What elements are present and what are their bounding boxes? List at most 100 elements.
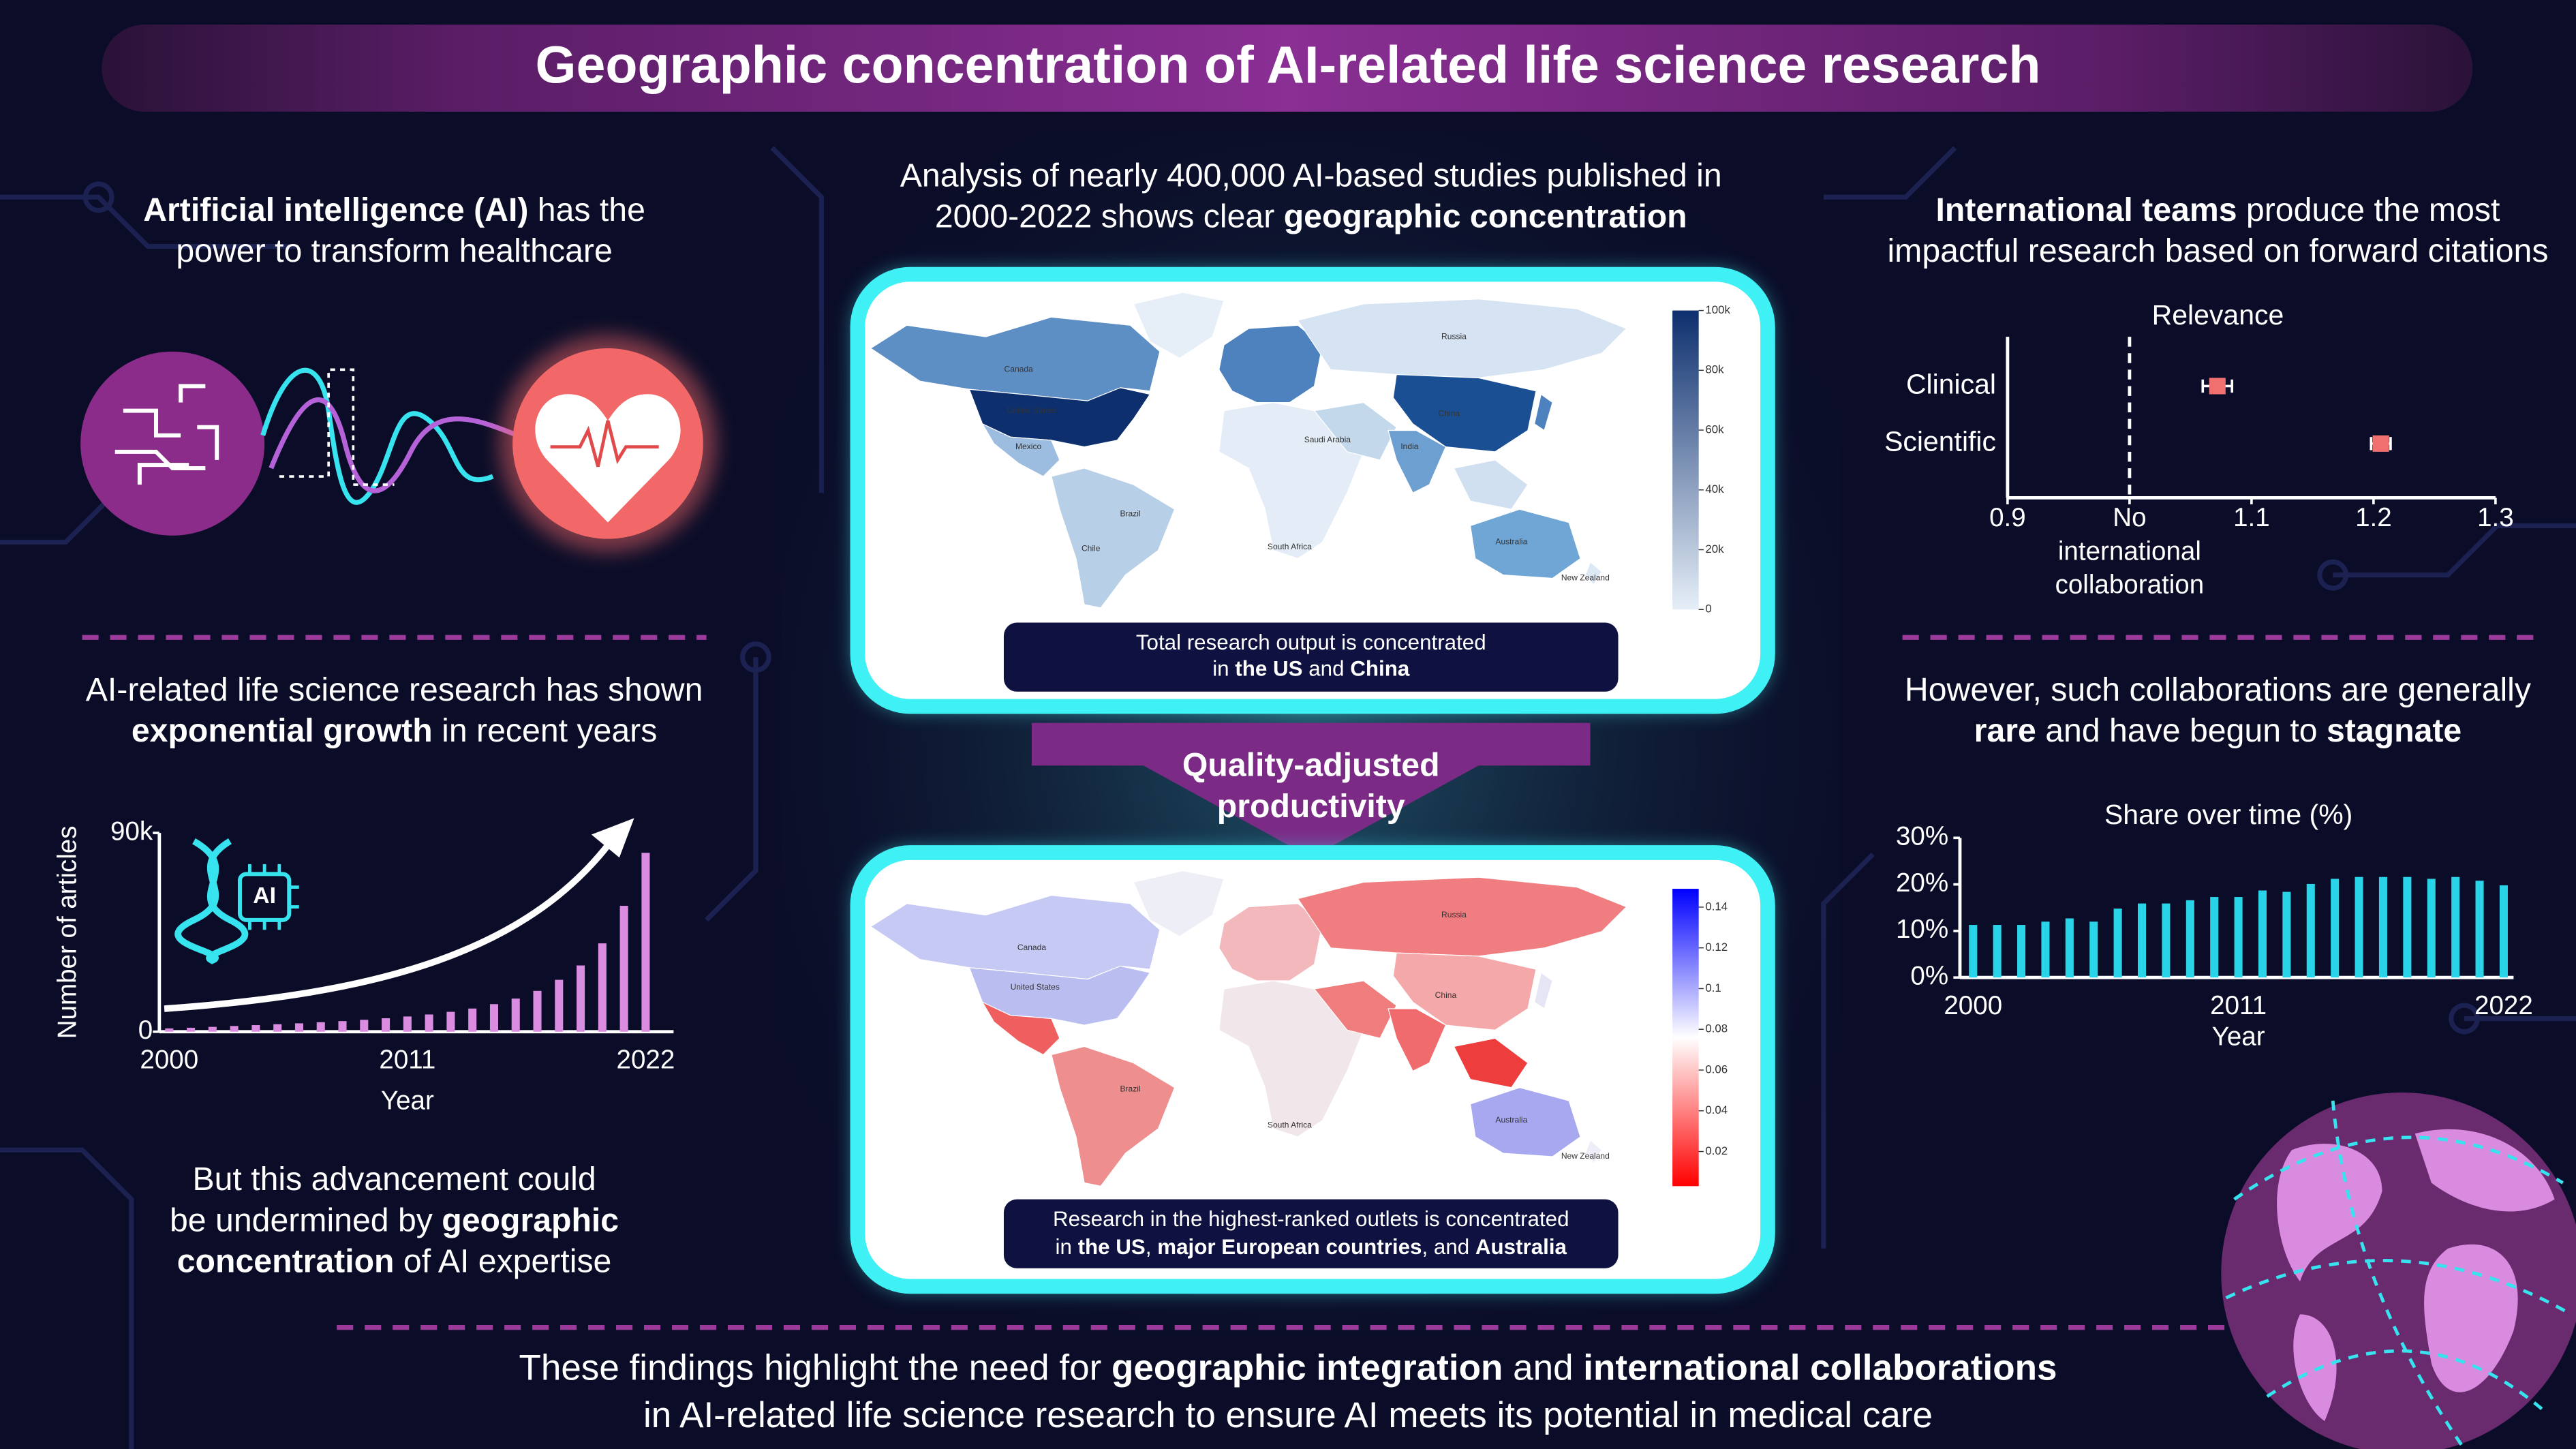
- bar: [2403, 876, 2412, 978]
- bar: [1969, 925, 1978, 978]
- text-line: These findings highlight the need for ge…: [519, 1347, 2057, 1388]
- x-axis-label: Year: [381, 1086, 434, 1116]
- colorbar-label: 0.12: [1705, 941, 1728, 954]
- bar: [2451, 876, 2460, 978]
- brain-circle: [80, 351, 265, 536]
- page-title: Geographic concentration of AI-related l…: [536, 36, 2041, 95]
- bar: [489, 1004, 498, 1032]
- dna-icon: [174, 838, 299, 964]
- bar: [2378, 876, 2387, 978]
- bar: [2306, 883, 2315, 978]
- bar: [2017, 925, 2026, 978]
- bar: [425, 1014, 433, 1032]
- text-line: 2000-2022 shows clear geographic concent…: [935, 198, 1687, 234]
- text-line: in the US, major European countries, and…: [1056, 1235, 1567, 1259]
- connector: [260, 367, 494, 505]
- title-bar: [102, 25, 2473, 112]
- bar: [2331, 879, 2340, 978]
- point-estimate: [2209, 378, 2226, 395]
- text: These findings highlight the need for: [519, 1347, 1111, 1388]
- map-label: New Zealand: [1561, 573, 1610, 583]
- map-label: Mexico: [1015, 442, 1041, 451]
- y-axis-label: Number of articles: [52, 826, 82, 1039]
- bar: [382, 1018, 390, 1032]
- colorbar-label: 0.02: [1705, 1144, 1728, 1157]
- x-tick-label: 2022: [617, 1045, 675, 1074]
- text: ,: [1146, 1235, 1157, 1259]
- arrow-head: [591, 818, 634, 858]
- caption-box: [1003, 1199, 1619, 1268]
- map-label: India: [1400, 442, 1418, 451]
- bar: [2427, 879, 2436, 978]
- map-label: Russia: [1441, 331, 1467, 341]
- bar: [2258, 890, 2267, 978]
- colorbar-label: 100k: [1705, 303, 1730, 316]
- map-label: Canada: [1017, 943, 1047, 952]
- land: [2277, 1129, 2555, 1422]
- bar: [446, 1011, 455, 1032]
- bar: [2065, 918, 2074, 978]
- text-line: International teams produce the most: [1936, 192, 2500, 228]
- colorbar-label: 0.04: [1705, 1103, 1728, 1116]
- map-label: South Africa: [1268, 1120, 1312, 1129]
- map-label: China: [1435, 990, 1457, 1000]
- x-tick-label: No: [2113, 503, 2146, 532]
- x-tick-label: 1.1: [2233, 503, 2270, 532]
- y-tick-label: 30%: [1896, 822, 1948, 851]
- colorbar-label: 20k: [1705, 543, 1724, 555]
- text: Research in the highest-ranked outlets i…: [1053, 1207, 1569, 1231]
- text-line: rare and have begun to stagnate: [1974, 712, 2462, 749]
- map-label: Canada: [1005, 365, 1034, 374]
- growth-arrow: [164, 818, 634, 1012]
- text-line: in the US and China: [1212, 657, 1410, 681]
- map-label: United States: [1011, 982, 1060, 992]
- colorbar-label: 0.08: [1705, 1022, 1728, 1035]
- text-line: Analysis of nearly 400,000 AI-based stud…: [900, 157, 1722, 194]
- bold-text: geographic: [442, 1202, 619, 1238]
- text-line: But this advancement could: [192, 1161, 596, 1198]
- x-tick-label: international: [2058, 536, 2201, 566]
- point-estimate: [2372, 435, 2389, 452]
- text-line: concentration of AI expertise: [177, 1242, 612, 1279]
- text: Analysis of nearly 400,000 AI-based stud…: [900, 157, 1722, 194]
- category-label: Scientific: [1884, 426, 1996, 457]
- bold-text: major European countries: [1157, 1235, 1422, 1259]
- bar: [2137, 903, 2147, 978]
- helix: [174, 838, 232, 964]
- x-tick-label: 2000: [140, 1045, 198, 1074]
- text: But this advancement could: [192, 1161, 596, 1198]
- bar: [2041, 921, 2050, 978]
- x-tick-label: 1.2: [2355, 503, 2392, 532]
- bar: [2499, 885, 2508, 978]
- bold-text: Artificial intelligence (AI): [143, 192, 528, 228]
- x-axis-label: Year: [2212, 1022, 2265, 1052]
- x-tick-label: collaboration: [2055, 570, 2205, 600]
- globe-icon: [2221, 1093, 2576, 1449]
- bold-text: stagnate: [2327, 712, 2462, 749]
- down-arrow: [1031, 722, 1591, 858]
- bold-text: China: [1350, 657, 1410, 681]
- bold-text: productivity: [1217, 788, 1405, 825]
- bar: [187, 1027, 196, 1032]
- bar: [251, 1025, 260, 1032]
- text: in: [1212, 657, 1235, 681]
- bar: [511, 998, 520, 1032]
- connector: [279, 368, 395, 486]
- bar: [2089, 921, 2098, 978]
- bar: [533, 990, 542, 1032]
- chart-title: Share over time (%): [2104, 799, 2352, 830]
- bold-text: geographic concentration: [1284, 198, 1687, 234]
- bold-text: exponential growth: [132, 712, 433, 749]
- y-tick-label: 0: [138, 1016, 153, 1045]
- text-line: productivity: [1217, 788, 1405, 825]
- text-line: Artificial intelligence (AI) has the: [143, 192, 645, 228]
- colorbar-label: 80k: [1705, 363, 1724, 376]
- bar: [2210, 897, 2219, 978]
- bold-text: the US: [1078, 1235, 1146, 1259]
- bar: [2186, 900, 2194, 978]
- text: and have begun to: [2036, 712, 2327, 749]
- text: has the: [528, 192, 645, 228]
- map-label: China: [1439, 409, 1460, 418]
- map-label: South Africa: [1268, 542, 1312, 551]
